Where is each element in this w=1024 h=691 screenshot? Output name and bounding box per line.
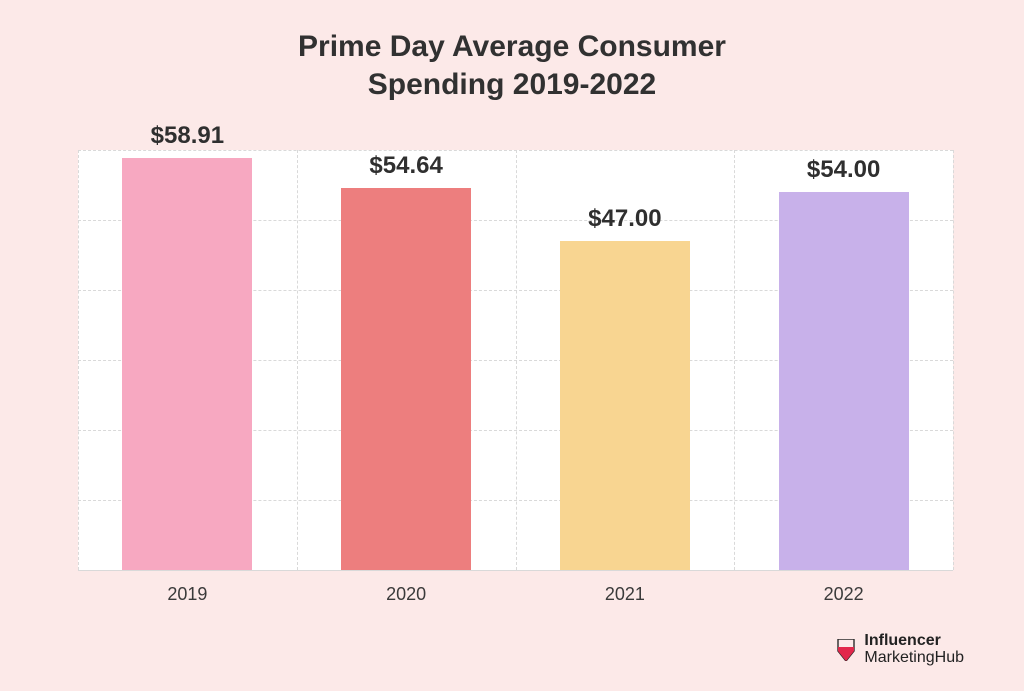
chart-plot-area — [78, 150, 953, 570]
bar-value-label: $54.64 — [306, 152, 506, 180]
gridline-vertical — [953, 150, 954, 570]
chart-canvas: Prime Day Average Consumer Spending 2019… — [0, 0, 1024, 691]
chart-title: Prime Day Average Consumer Spending 2019… — [0, 28, 1024, 103]
bar — [122, 158, 252, 570]
brand-mark-icon — [836, 639, 856, 661]
x-axis-label: 2021 — [525, 584, 725, 605]
bar — [779, 192, 909, 570]
x-axis-label: 2019 — [87, 584, 287, 605]
x-axis-label: 2020 — [306, 584, 506, 605]
gridline-vertical — [297, 150, 298, 570]
x-axis-label: 2022 — [744, 584, 944, 605]
chart-title-line1: Prime Day Average Consumer — [298, 30, 726, 63]
bar — [341, 188, 471, 570]
brand-line2: MarketingHub — [864, 650, 964, 667]
bar-value-label: $47.00 — [525, 205, 725, 233]
gridline-vertical — [734, 150, 735, 570]
brand-text: Influencer MarketingHub — [864, 633, 964, 667]
chart-title-line2: Spending 2019-2022 — [368, 68, 656, 101]
gridline-vertical — [516, 150, 517, 570]
gridline-horizontal — [78, 570, 953, 571]
brand-logo: Influencer MarketingHub — [836, 633, 964, 667]
bar-value-label: $58.91 — [87, 122, 287, 150]
brand-line1: Influencer — [864, 633, 964, 650]
bar — [560, 241, 690, 570]
gridline-vertical — [78, 150, 79, 570]
bar-value-label: $54.00 — [744, 156, 944, 184]
